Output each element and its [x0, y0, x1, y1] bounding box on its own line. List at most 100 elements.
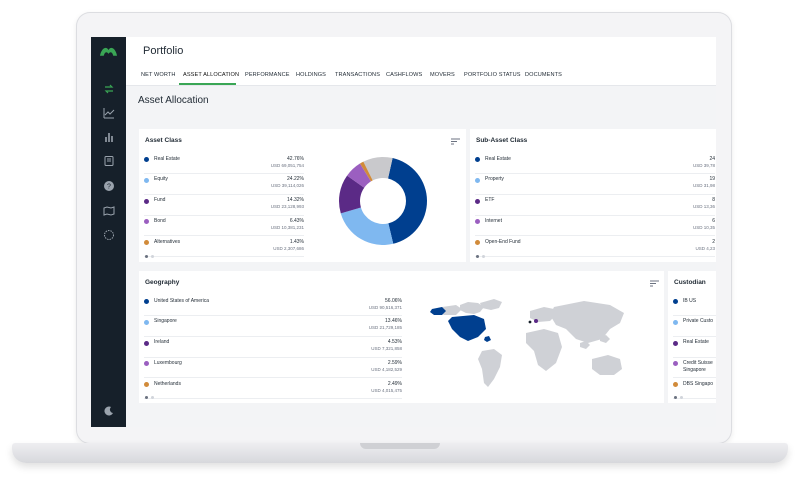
sidebar-rail: ? — [91, 37, 126, 427]
row-percentage: 2 — [712, 238, 715, 245]
bar-chart-icon[interactable] — [101, 129, 116, 144]
geography-title: Geography — [145, 279, 180, 286]
list-item[interactable]: Singapore 13.46% USD 21,729,185 — [144, 316, 402, 337]
list-item[interactable]: Equity 24.22% USD 39,114,026 — [144, 174, 304, 195]
row-amount: USD 69,051,754 — [270, 162, 304, 168]
transfer-icon[interactable] — [101, 81, 116, 96]
row-amount: USD 10,35 — [692, 224, 715, 230]
sub-asset-class-title: Sub-Asset Class — [476, 137, 528, 144]
legend-swatch — [144, 340, 149, 346]
sort-icon[interactable] — [451, 138, 460, 145]
legend-swatch — [673, 319, 678, 325]
row-label: ETF — [485, 197, 495, 204]
pagination-dots[interactable] — [145, 255, 157, 259]
row-label: Alternatives — [154, 238, 181, 245]
tab-documents[interactable]: DOCUMENTS — [525, 72, 562, 78]
row-percentage: 56.06% — [385, 297, 402, 304]
row-percentage: 19 — [709, 176, 715, 183]
top-bar: Portfolio — [126, 37, 716, 67]
legend-swatch — [144, 240, 149, 246]
donut-slice[interactable] — [388, 158, 427, 244]
legend-swatch — [475, 157, 480, 162]
tab-asset-allocation[interactable]: ASSET ALLOCATION — [183, 72, 240, 78]
list-item[interactable]: Real Estate 42.76% USD 69,051,754 — [144, 153, 304, 174]
row-amount: USD 2,307,686 — [273, 245, 304, 251]
row-label: Bond — [154, 217, 166, 224]
list-item[interactable]: Netherlands 2.49% USD 4,015,475 — [144, 378, 402, 400]
row-amount: USD 90,516,371 — [368, 304, 402, 310]
list-item[interactable]: Real Estate — [673, 337, 716, 358]
row-amount: USD 7,321,858 — [371, 346, 402, 352]
donut-slice-other[interactable] — [363, 157, 393, 181]
tab-transactions[interactable]: TRANSACTIONS — [335, 72, 381, 78]
row-label: Netherlands — [154, 380, 181, 387]
legend-swatch — [144, 299, 149, 304]
tab-net-worth[interactable]: NET WORTH — [141, 72, 176, 78]
tab-bar: NET WORTH ASSET ALLOCATION PERFORMANCE H… — [126, 67, 716, 86]
globe-icon[interactable] — [101, 227, 116, 242]
legend-swatch — [673, 299, 678, 304]
list-item[interactable]: Fund 14.32% USD 23,128,993 — [144, 195, 304, 216]
donut-slice[interactable] — [339, 175, 365, 214]
pagination-dots[interactable] — [476, 255, 488, 259]
list-item[interactable]: Ireland 4.53% USD 7,321,858 — [144, 337, 402, 358]
donut-slice[interactable] — [359, 161, 373, 182]
asset-class-title: Asset Class — [145, 137, 182, 144]
asset-class-card: Asset Class Real Estate 42.76% USD 69,051,… — [139, 129, 466, 262]
sort-icon[interactable] — [650, 280, 659, 287]
list-item[interactable]: Internet 6 USD 10,35 — [475, 215, 715, 237]
legend-swatch — [673, 382, 678, 388]
row-percentage: 24.22% — [287, 176, 304, 183]
main-area: Portfolio NET WORTH ASSET ALLOCATION PER… — [126, 37, 716, 427]
book-icon[interactable] — [101, 153, 116, 168]
pagination-dots[interactable] — [674, 396, 686, 400]
sub-asset-class-card: Sub-Asset Class Real Estate 24 USD 39,78 Pr… — [470, 129, 716, 262]
row-label-secondary: Singapore — [683, 366, 706, 373]
pagination-dots[interactable] — [145, 396, 157, 400]
line-chart-icon[interactable] — [101, 105, 116, 120]
row-amount: USD 13,36 — [692, 204, 715, 210]
row-amount: USD 39,78 — [692, 162, 715, 168]
list-item[interactable]: Credit Suisse Singapore — [673, 357, 716, 379]
tab-performance[interactable]: PERFORMANCE — [245, 72, 290, 78]
row-amount: USD 21,729,185 — [368, 325, 402, 331]
logo-icon[interactable] — [99, 45, 118, 57]
list-item[interactable]: IB US — [673, 295, 716, 316]
app-screen: ? Portfolio NET WORTH ASSET ALLOCATION P… — [91, 37, 716, 427]
asset-donut-chart — [339, 157, 427, 245]
list-item[interactable]: Property 19 USD 31,98 — [475, 174, 715, 195]
row-label: Internet — [485, 217, 502, 224]
tab-movers[interactable]: MOVERS — [430, 72, 455, 78]
row-amount: USD 4,182,529 — [371, 366, 402, 372]
tab-cashflows[interactable]: CASHFLOWS — [386, 72, 423, 78]
row-percentage: 42.76% — [287, 155, 304, 162]
list-item[interactable]: DBS Singapo — [673, 378, 716, 400]
row-percentage: 4.53% — [387, 339, 402, 346]
list-item[interactable]: Alternatives 1.43% USD 2,307,686 — [144, 236, 304, 258]
help-icon[interactable]: ? — [101, 178, 116, 193]
list-item[interactable]: Luxembourg 2.59% USD 4,182,529 — [144, 357, 402, 379]
legend-swatch — [673, 340, 678, 346]
tab-portfolio-status[interactable]: PORTFOLIO STATUS — [464, 72, 521, 78]
list-item[interactable]: Bond 6.43% USD 10,381,231 — [144, 215, 304, 237]
list-item[interactable]: United States of America 56.06% USD 90,516… — [144, 295, 402, 316]
row-percentage: 8 — [712, 197, 715, 204]
donut-slice[interactable] — [340, 207, 394, 245]
row-percentage: 1.43% — [289, 238, 304, 245]
list-item[interactable]: Real Estate 24 USD 39,78 — [475, 153, 715, 174]
row-label: Singapore — [154, 318, 177, 325]
row-label: Real Estate — [485, 155, 511, 162]
row-amount: USD 10,381,231 — [270, 224, 304, 230]
list-item[interactable]: ETF 8 USD 13,36 — [475, 195, 715, 216]
world-map — [430, 299, 624, 387]
row-label: DBS Singapo — [683, 380, 714, 387]
legend-swatch — [144, 219, 149, 225]
geography-card: Geography United States of America 56.06%… — [139, 271, 664, 403]
list-item[interactable]: Open-End Fund 2 USD 4,23 — [475, 236, 715, 258]
tab-holdings[interactable]: HOLDINGS — [296, 72, 327, 78]
map-icon[interactable] — [101, 203, 116, 218]
moon-icon[interactable] — [101, 403, 116, 418]
active-tab-indicator — [179, 83, 236, 85]
list-item[interactable]: Private Custo — [673, 316, 716, 337]
donut-slice[interactable] — [347, 163, 371, 188]
